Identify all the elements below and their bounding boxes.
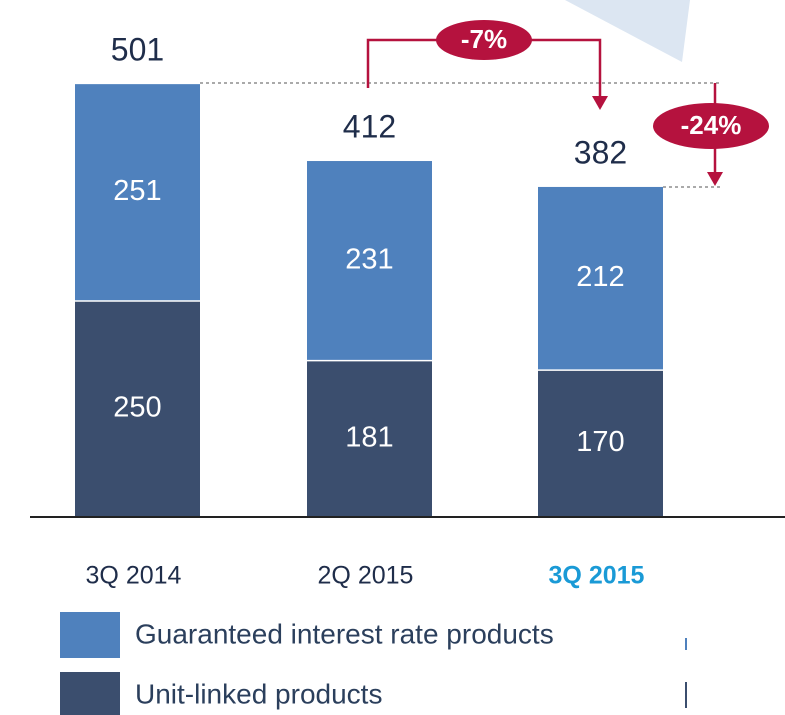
- legend-swatch: [60, 612, 120, 658]
- data-label: 250: [113, 392, 161, 424]
- data-label: 181: [345, 421, 393, 453]
- annotation: -7%: [461, 24, 507, 54]
- bar-segment: [538, 186, 663, 371]
- annotation: -24%: [681, 110, 742, 140]
- arrow-head: [592, 96, 608, 110]
- bar-segment: [307, 360, 432, 517]
- bar-segment: [75, 301, 200, 517]
- total-label: 382: [574, 134, 627, 170]
- x-tick-label: 3Q 2015: [549, 562, 645, 590]
- arrow-head: [707, 172, 723, 186]
- annotation-badge: [436, 20, 532, 60]
- legend-label: Guaranteed interest rate products: [135, 618, 554, 649]
- x-tick-label: 3Q 2014: [86, 562, 182, 590]
- data-label: 212: [576, 261, 624, 293]
- legend-label: Unit-linked products: [135, 678, 382, 709]
- total-label: 412: [343, 108, 396, 144]
- data-label: 170: [576, 426, 624, 458]
- bar-segment: [538, 370, 663, 517]
- total-label: 501: [111, 32, 164, 68]
- x-tick-label: 2Q 2015: [318, 562, 414, 590]
- decoration: [565, 0, 690, 62]
- data-label: 251: [113, 175, 161, 207]
- legend-swatch: [60, 672, 120, 715]
- data-label: 231: [345, 243, 393, 275]
- bar-segment: [75, 84, 200, 301]
- annotation-badge: [653, 103, 769, 149]
- bar-segment: [307, 161, 432, 361]
